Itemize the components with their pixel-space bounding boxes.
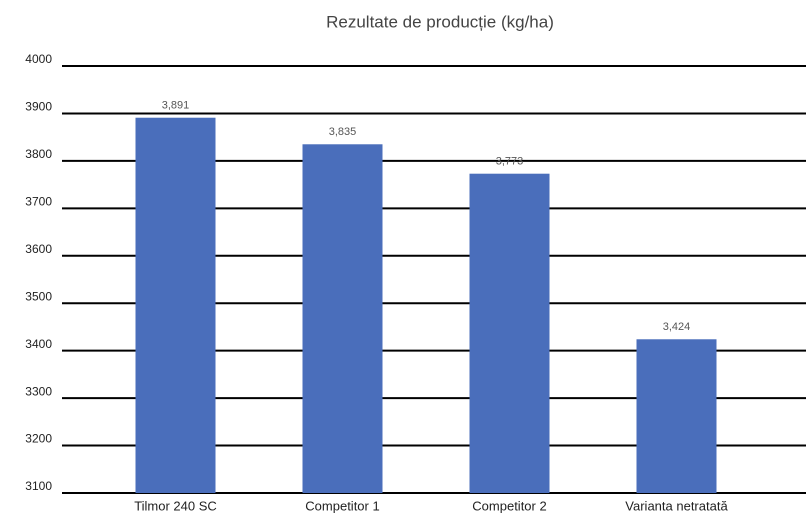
chart-title: Rezultate de producție (kg/ha) — [326, 12, 554, 31]
y-tick-label: 3500 — [25, 289, 52, 303]
y-tick-label: 3800 — [25, 147, 52, 161]
bar — [302, 144, 383, 494]
bar — [135, 117, 216, 493]
value-label: 3,424 — [663, 321, 691, 333]
x-tick-label: Varianta netratată — [625, 498, 728, 513]
y-tick-label: 3700 — [25, 195, 52, 209]
value-label: 3,891 — [162, 100, 190, 112]
y-tick-label: 3300 — [25, 384, 52, 398]
value-label: 3,835 — [329, 126, 357, 138]
y-tick-label: 4000 — [25, 52, 52, 66]
y-tick-label: 3900 — [25, 100, 52, 114]
y-tick-label: 3200 — [25, 432, 52, 446]
y-tick-label: 3600 — [25, 242, 52, 256]
x-tick-label: Competitor 1 — [305, 498, 379, 513]
value-label: 3,773 — [496, 156, 524, 168]
y-tick-label: 3400 — [25, 337, 52, 351]
x-tick-label: Tilmor 240 SC — [134, 498, 217, 513]
x-tick-label: Competitor 2 — [472, 498, 546, 513]
y-tick-label: 3100 — [25, 479, 52, 493]
bar — [636, 339, 717, 493]
bar — [469, 173, 550, 493]
